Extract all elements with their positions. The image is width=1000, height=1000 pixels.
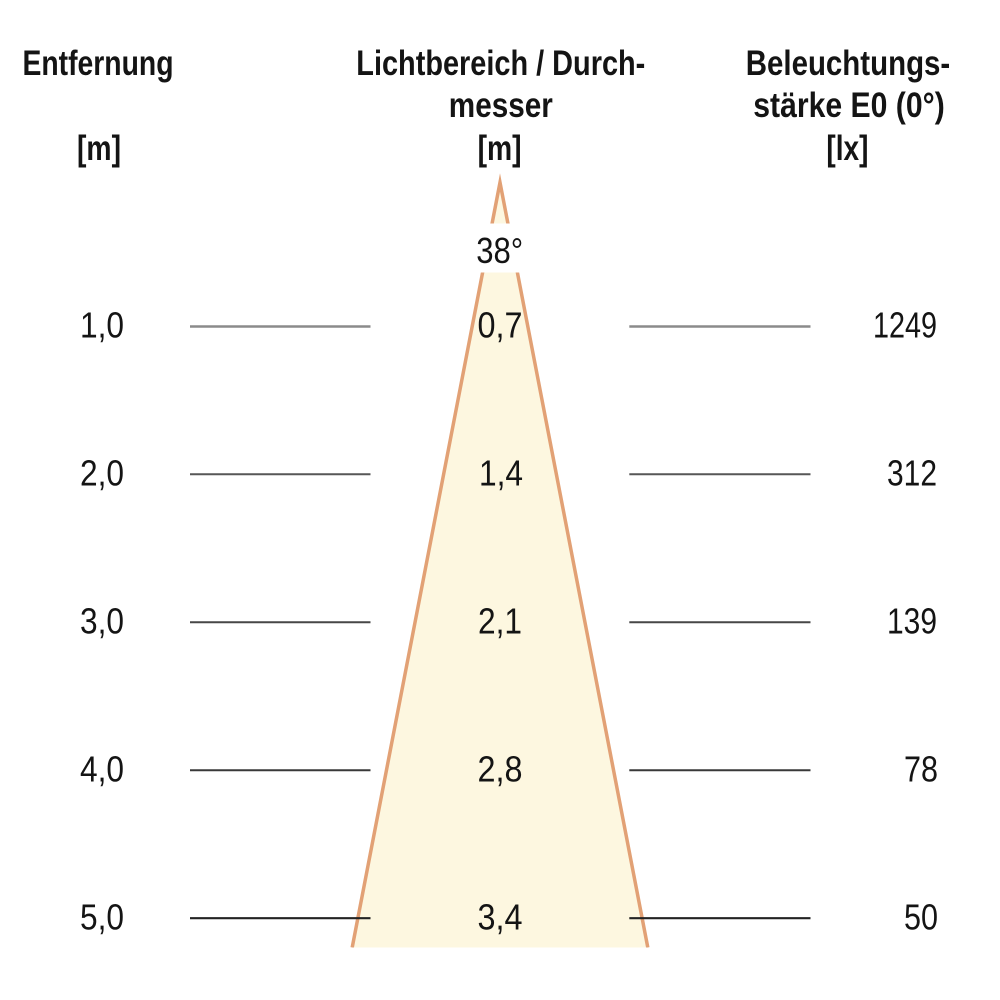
svg-text:139: 139 — [887, 600, 937, 641]
svg-text:4,0: 4,0 — [80, 748, 124, 789]
svg-text:[m]: [m] — [478, 129, 522, 168]
svg-text:Lichtbereich / Durch-: Lichtbereich / Durch- — [356, 44, 645, 83]
svg-text:Entfernung: Entfernung — [23, 44, 174, 83]
svg-text:5,0: 5,0 — [80, 896, 124, 937]
svg-text:0,7: 0,7 — [478, 305, 523, 346]
svg-text:78: 78 — [904, 748, 938, 789]
svg-text:Beleuchtungs-: Beleuchtungs- — [746, 44, 951, 83]
svg-text:2,0: 2,0 — [80, 452, 124, 493]
svg-text:messer: messer — [449, 86, 553, 125]
svg-text:[m]: [m] — [77, 129, 121, 168]
svg-text:3,0: 3,0 — [80, 600, 124, 641]
svg-text:2,1: 2,1 — [478, 600, 522, 641]
svg-text:3,4: 3,4 — [478, 896, 523, 937]
svg-text:312: 312 — [887, 452, 937, 493]
svg-text:stärke E0 (0°): stärke E0 (0°) — [753, 86, 945, 125]
svg-text:1,4: 1,4 — [479, 452, 523, 493]
svg-text:1249: 1249 — [873, 305, 937, 346]
svg-text:38°: 38° — [476, 230, 523, 271]
svg-text:[lx]: [lx] — [826, 129, 868, 168]
svg-text:1,0: 1,0 — [80, 305, 124, 346]
svg-text:2,8: 2,8 — [478, 748, 523, 789]
svg-text:50: 50 — [904, 896, 938, 937]
